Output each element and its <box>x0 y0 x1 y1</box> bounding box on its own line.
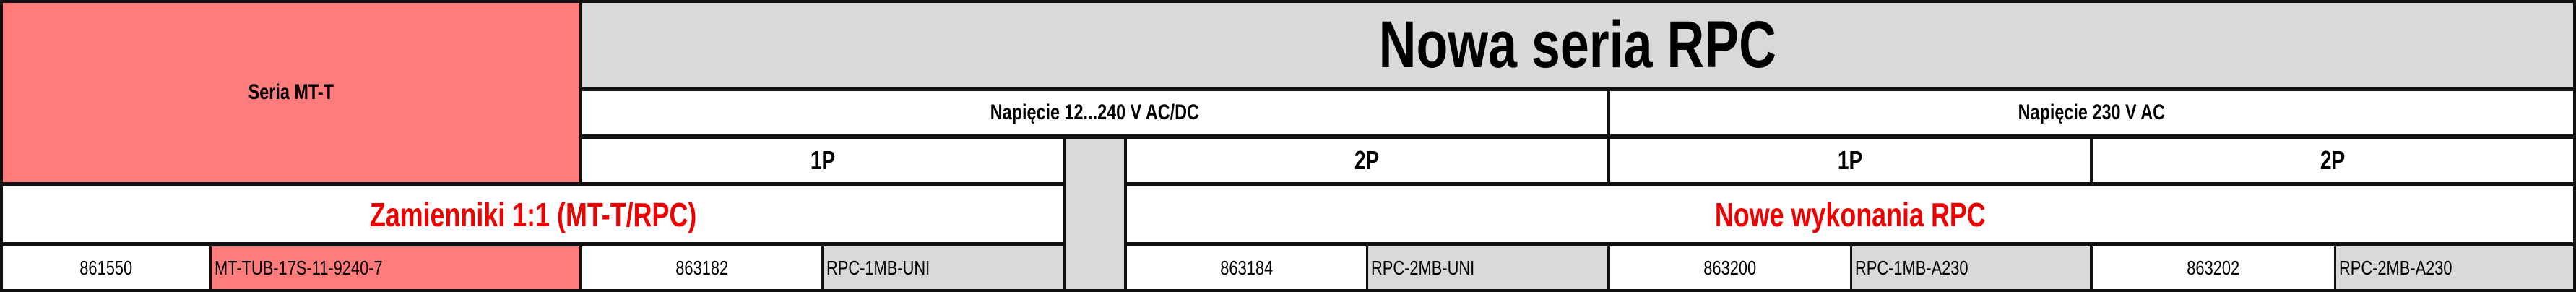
voltage-label: Napięcie 12...240 V AC/DC <box>990 100 1199 124</box>
name-cell[interactable]: RPC-1MB-UNI <box>824 246 1063 289</box>
code-cell[interactable]: 863184 <box>1127 246 1366 289</box>
pole-header-2p-230[interactable]: 2P <box>2093 139 2573 182</box>
name-text: MT-TUB-17S-11-9240-7 <box>215 256 383 279</box>
name-cell[interactable]: RPC-1MB-A230 <box>1852 246 2090 289</box>
name-cell[interactable]: RPC-2MB-A230 <box>2336 246 2573 289</box>
name-text: RPC-1MB-UNI <box>826 256 930 279</box>
new-series-label: Nowa seria RPC <box>1378 7 1777 82</box>
pole-label: 1P <box>810 145 836 175</box>
code-text: 863202 <box>2187 256 2240 279</box>
name-text: RPC-2MB-A230 <box>2339 256 2452 279</box>
spacer-column <box>1066 139 1124 289</box>
section-replacements[interactable]: Zamienniki 1:1 (MT-T/RPC) <box>3 186 1063 242</box>
code-cell[interactable]: 863202 <box>2093 246 2334 289</box>
pole-label: 1P <box>1837 145 1863 175</box>
pole-label: 2P <box>2320 145 2346 175</box>
old-code-cell[interactable]: 861550 <box>3 246 209 289</box>
name-text: RPC-1MB-A230 <box>1855 256 1968 279</box>
voltage-label: Napięcie 230 V AC <box>2018 100 2166 124</box>
code-text: 863200 <box>1703 256 1757 279</box>
voltage-group-uni[interactable]: Napięcie 12...240 V AC/DC <box>582 91 1607 134</box>
code-cell[interactable]: 863182 <box>582 246 821 289</box>
section-new-versions[interactable]: Nowe wykonania RPC <box>1127 186 2573 242</box>
old-series-header[interactable]: Seria MT-T <box>3 3 579 182</box>
voltage-group-230[interactable]: Napięcie 230 V AC <box>1610 91 2573 134</box>
name-text: RPC-2MB-UNI <box>1371 256 1475 279</box>
section-label: Zamienniki 1:1 (MT-T/RPC) <box>369 195 697 233</box>
pole-label: 2P <box>1354 145 1380 175</box>
pole-header-1p-uni[interactable]: 1P <box>582 139 1063 182</box>
old-series-label: Seria MT-T <box>248 80 334 104</box>
section-label: Nowe wykonania RPC <box>1714 195 1986 233</box>
code-text: 861550 <box>79 256 133 279</box>
new-series-header[interactable]: Nowa seria RPC <box>582 3 2573 87</box>
pole-header-1p-230[interactable]: 1P <box>1610 139 2090 182</box>
code-text: 863184 <box>1220 256 1273 279</box>
old-name-cell[interactable]: MT-TUB-17S-11-9240-7 <box>212 246 579 289</box>
pole-header-2p-uni[interactable]: 2P <box>1127 139 1607 182</box>
code-text: 863182 <box>675 256 728 279</box>
name-cell[interactable]: RPC-2MB-UNI <box>1368 246 1607 289</box>
code-cell[interactable]: 863200 <box>1610 246 1850 289</box>
